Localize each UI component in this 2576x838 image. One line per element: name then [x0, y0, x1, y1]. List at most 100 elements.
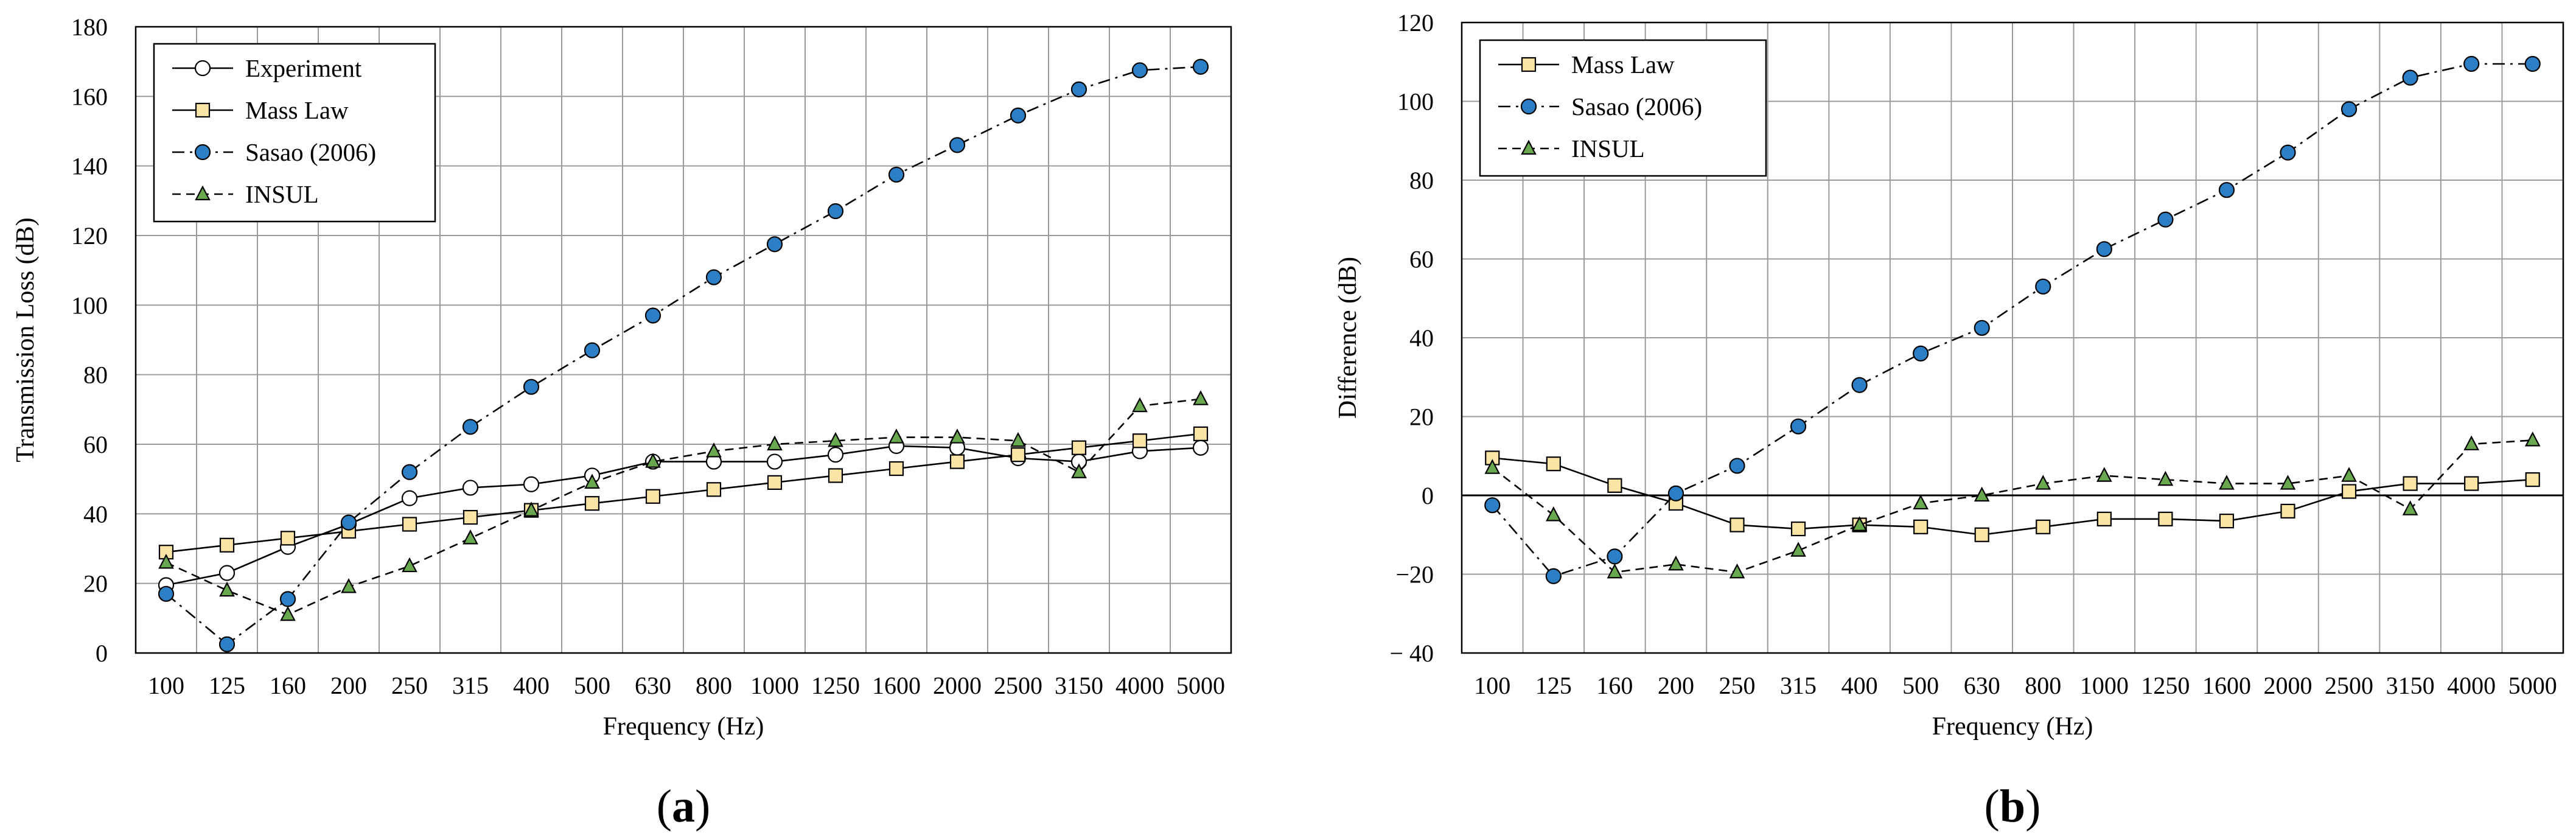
chart-a-y-tick-label: 80 [83, 361, 108, 389]
chart-b-y-tick-label: 120 [1397, 9, 1434, 37]
chart-a-y-tick-label: 40 [83, 500, 108, 528]
chart-a-y-tick-label: 60 [83, 431, 108, 458]
chart-b-x-label: Frequency (Hz) [1932, 713, 2093, 741]
chart-b-series-0-point [2341, 484, 2357, 499]
chart-b-series-2-point [1790, 542, 1806, 557]
chart-a-y-label: Transmission Loss (dB) [12, 217, 40, 462]
chart-b-series-1-point [2402, 69, 2418, 86]
chart-b-x-tick-label: 250 [1719, 672, 1756, 699]
chart-a-series-3-point [767, 435, 783, 451]
chart-b-series-2-point [1668, 555, 1684, 571]
chart-b-x-tick-label: 2500 [2325, 672, 2373, 699]
chart-b-y-tick-label: −20 [1395, 561, 1434, 588]
chart-a-series-1-point [706, 482, 722, 497]
chart-a-series-1-point [402, 517, 417, 532]
chart-b-series-2-point [2402, 500, 2418, 515]
chart-b-legend-marker [1521, 139, 1537, 155]
chart-b-series-0-point [2464, 476, 2479, 491]
chart-a-series-3-point [523, 501, 539, 517]
chart-a-x-tick-label: 125 [209, 672, 245, 699]
chart-b-legend-label: Mass Law [1571, 51, 1675, 79]
chart-a-y-ticks: 0 20 40 60 80 100 120 140 160 180 [71, 13, 108, 667]
chart-b-series-1-point [1974, 319, 1990, 336]
chart-b-x-tick-label: 4000 [2447, 672, 2496, 699]
chart-b-x-tick-label: 125 [1535, 672, 1572, 699]
chart-a-x-tick-label: 2000 [933, 672, 982, 699]
chart-a-series-0-point [218, 565, 236, 581]
chart-b-legend-label: Sasao (2006) [1571, 93, 1702, 120]
chart-b-series-2-point [2341, 467, 2357, 482]
chart-a-series-3-point [888, 428, 904, 444]
chart-a-series-3-point [1193, 390, 1209, 405]
chart-b-y-tick-label: 40 [1409, 324, 1434, 352]
chart-a-x-tick-label: 800 [696, 672, 732, 699]
chart-a-y-tick-label: 120 [71, 222, 108, 250]
chart-a-series-1-point [280, 531, 296, 546]
chart-b-series-1-line [1492, 63, 2533, 578]
chart-a-series-3-line [166, 398, 1201, 616]
chart-a-panel-label: (a) [657, 781, 711, 832]
chart-b-y-tick-label: 80 [1409, 167, 1434, 194]
chart-a-legend: Experiment Mass Law Sasao (2006) INSUL [153, 43, 436, 223]
chart-b-series-0-point [2525, 472, 2540, 487]
chart-a-series-3-point [645, 453, 661, 468]
chart-a-legend-marker [194, 60, 211, 77]
chart-a-y-tick-label: 100 [71, 292, 108, 319]
chart-a-x-tick-label: 500 [574, 672, 610, 699]
chart-b-x-tick-label: 2000 [2264, 672, 2312, 699]
chart-a-legend-marker [194, 144, 211, 161]
chart-a-series-0-point [401, 490, 418, 506]
chart-b-series-1-point [1729, 458, 1745, 474]
chart-b-series-0-point [1974, 527, 1989, 542]
chart-a-series-2-point [1192, 58, 1209, 75]
chart-b-series [1484, 55, 2541, 584]
chart-a-series-1-point [1193, 426, 1209, 441]
chart-a-x-tick-label: 250 [391, 672, 428, 699]
chart-b-series-2-point [1484, 459, 1501, 474]
chart-a-x-tick-label: 5000 [1176, 672, 1225, 699]
chart-b-series-2-point [2524, 431, 2541, 447]
chart-b-series-1-point [1545, 568, 1562, 584]
chart-b-y-label: Difference (dB) [1334, 257, 1362, 419]
chart-a-series-2 [158, 58, 1209, 652]
chart-a-series-2-point [158, 585, 175, 602]
chart-a-series-1-point [645, 489, 661, 504]
chart-b-x-tick-label: 800 [2025, 672, 2061, 699]
chart-a-series-1 [158, 426, 1209, 560]
chart-a-x-tick-label: 2500 [994, 672, 1042, 699]
chart-a-series-2-point [827, 203, 844, 220]
chart-a-y-tick-label: 180 [71, 13, 108, 41]
chart-b-series-2-point [2219, 475, 2235, 490]
chart-a-series-2-point [888, 166, 905, 183]
chart-a-legend-label: Sasao (2006) [245, 138, 376, 166]
chart-b-series-0-point [2403, 476, 2418, 491]
chart-b-series-1-point [1851, 377, 1868, 393]
chart-b-legend: Mass Law Sasao (2006) INSUL [1479, 39, 1767, 177]
chart-a-series-2-point [279, 591, 296, 607]
chart-b-legend-marker [1521, 57, 1537, 72]
chart-b-series-1-point [1790, 418, 1807, 435]
chart-b-series-2-point [1729, 563, 1745, 579]
chart-a-series-2-point [949, 137, 966, 153]
chart-a-series-3-point [584, 473, 600, 489]
chart-a-y-tick-label: 160 [71, 83, 108, 110]
chart-a-series-1-point [1132, 433, 1148, 449]
chart-a-x-tick-label: 200 [330, 672, 367, 699]
chart-a-series-1-point [767, 475, 783, 490]
chart-a-x-tick-label: 1000 [750, 672, 799, 699]
chart-a-series-3-point [158, 553, 174, 569]
chart-b-x-tick-label: 500 [1902, 672, 1939, 699]
chart-a-series-2-point [218, 636, 236, 652]
chart-a-series-0-point [523, 476, 540, 492]
chart-a-series-3-point [828, 431, 843, 447]
chart-b-y-ticks: − 40 −20 0 20 40 60 80 100 120 [1389, 9, 1434, 667]
chart-b-series-2-point [2035, 475, 2051, 490]
chart-a-series-1-point [219, 537, 235, 553]
chart-b-series-1-point [2340, 101, 2358, 117]
chart-b-series-0-point [2096, 511, 2112, 526]
chart-a-x-tick-label: 100 [148, 672, 184, 699]
chart-b-series-1-point [1484, 497, 1501, 514]
chart-b-series-0-point [2280, 503, 2295, 519]
chart-b-y-tick-label: 60 [1409, 246, 1434, 273]
chart-b-x-tick-label: 1600 [2202, 672, 2251, 699]
